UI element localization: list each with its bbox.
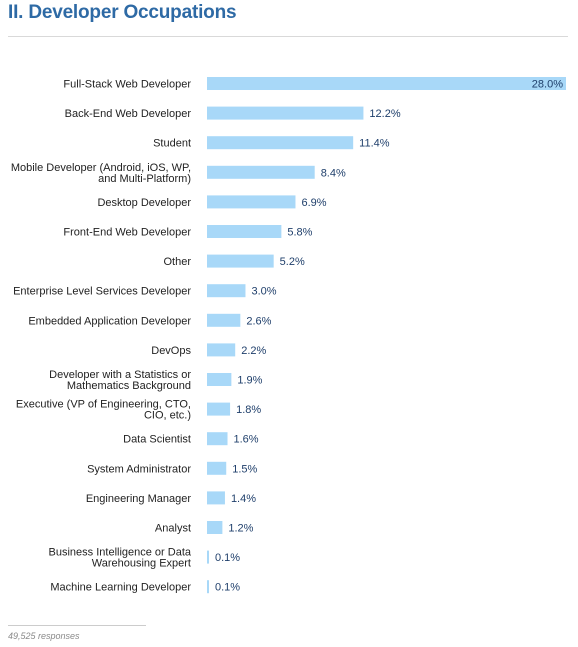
footnote-divider [8,625,146,626]
category-label: Front-End Web Developer [63,227,191,239]
bar [207,343,236,357]
category-label: Full-Stack Web Developer [63,79,191,91]
bar [207,225,282,238]
category-label: Business Intelligence or Data [49,547,192,559]
bar [207,136,354,150]
bar [207,284,246,298]
value-label: 1.4% [231,493,256,505]
bar [207,77,566,90]
category-label: Back-End Web Developer [65,108,192,120]
category-label: Other [163,256,191,268]
title-divider [8,36,568,37]
bar [207,313,241,327]
category-label: DevOps [151,345,191,357]
category-label: Desktop Developer [97,197,191,209]
category-label: Embedded Application Developer [28,315,191,327]
bar [207,432,228,446]
value-label: 8.4% [321,167,346,179]
value-label: 1.9% [237,375,262,387]
bar [207,165,315,179]
value-label: 1.2% [228,523,253,535]
value-label: 3.0% [251,286,276,298]
category-label: Enterprise Level Services Developer [13,286,191,298]
bar [207,402,231,416]
category-label: CIO, etc.) [144,410,191,422]
value-label: 5.2% [280,256,305,268]
value-label: 1.8% [236,404,261,416]
bar [207,521,223,534]
value-label: 28.0% [532,79,563,91]
category-label: and Multi-Platform) [98,173,191,185]
value-label: 2.2% [241,345,266,357]
value-label: 6.9% [301,197,326,209]
category-label: Mathematics Background [67,380,191,392]
value-label: 1.6% [234,434,259,446]
bar [207,580,209,594]
bar [207,550,209,564]
response-count: 49,525 responses [8,631,80,641]
value-label: 5.8% [287,227,312,239]
category-label: Data Scientist [123,434,191,446]
value-label: 2.6% [246,315,271,327]
bar [207,195,296,209]
bar [207,461,227,475]
bar [207,106,364,120]
value-label: 1.5% [232,463,257,475]
bar [207,254,274,268]
value-label: 11.4% [359,138,390,150]
value-label: 0.1% [215,552,240,564]
category-label: Executive (VP of Engineering, CTO, [16,399,191,411]
category-label: System Administrator [87,463,191,475]
category-label: Engineering Manager [86,493,192,505]
category-label: Developer with a Statistics or [49,369,191,381]
category-label: Analyst [155,523,191,535]
category-label: Mobile Developer (Android, iOS, WP, [11,162,191,174]
category-label: Warehousing Expert [92,558,191,570]
bar [207,373,232,386]
category-label: Student [153,138,191,150]
value-label: 12.2% [369,108,400,120]
value-label: 0.1% [215,582,240,594]
bar [207,491,225,505]
bar-chart: Full-Stack Web Developer 28.0% Back-End We… [11,77,566,594]
category-label: Machine Learning Developer [50,582,191,594]
chart-title: II. Developer Occupations [8,2,237,23]
